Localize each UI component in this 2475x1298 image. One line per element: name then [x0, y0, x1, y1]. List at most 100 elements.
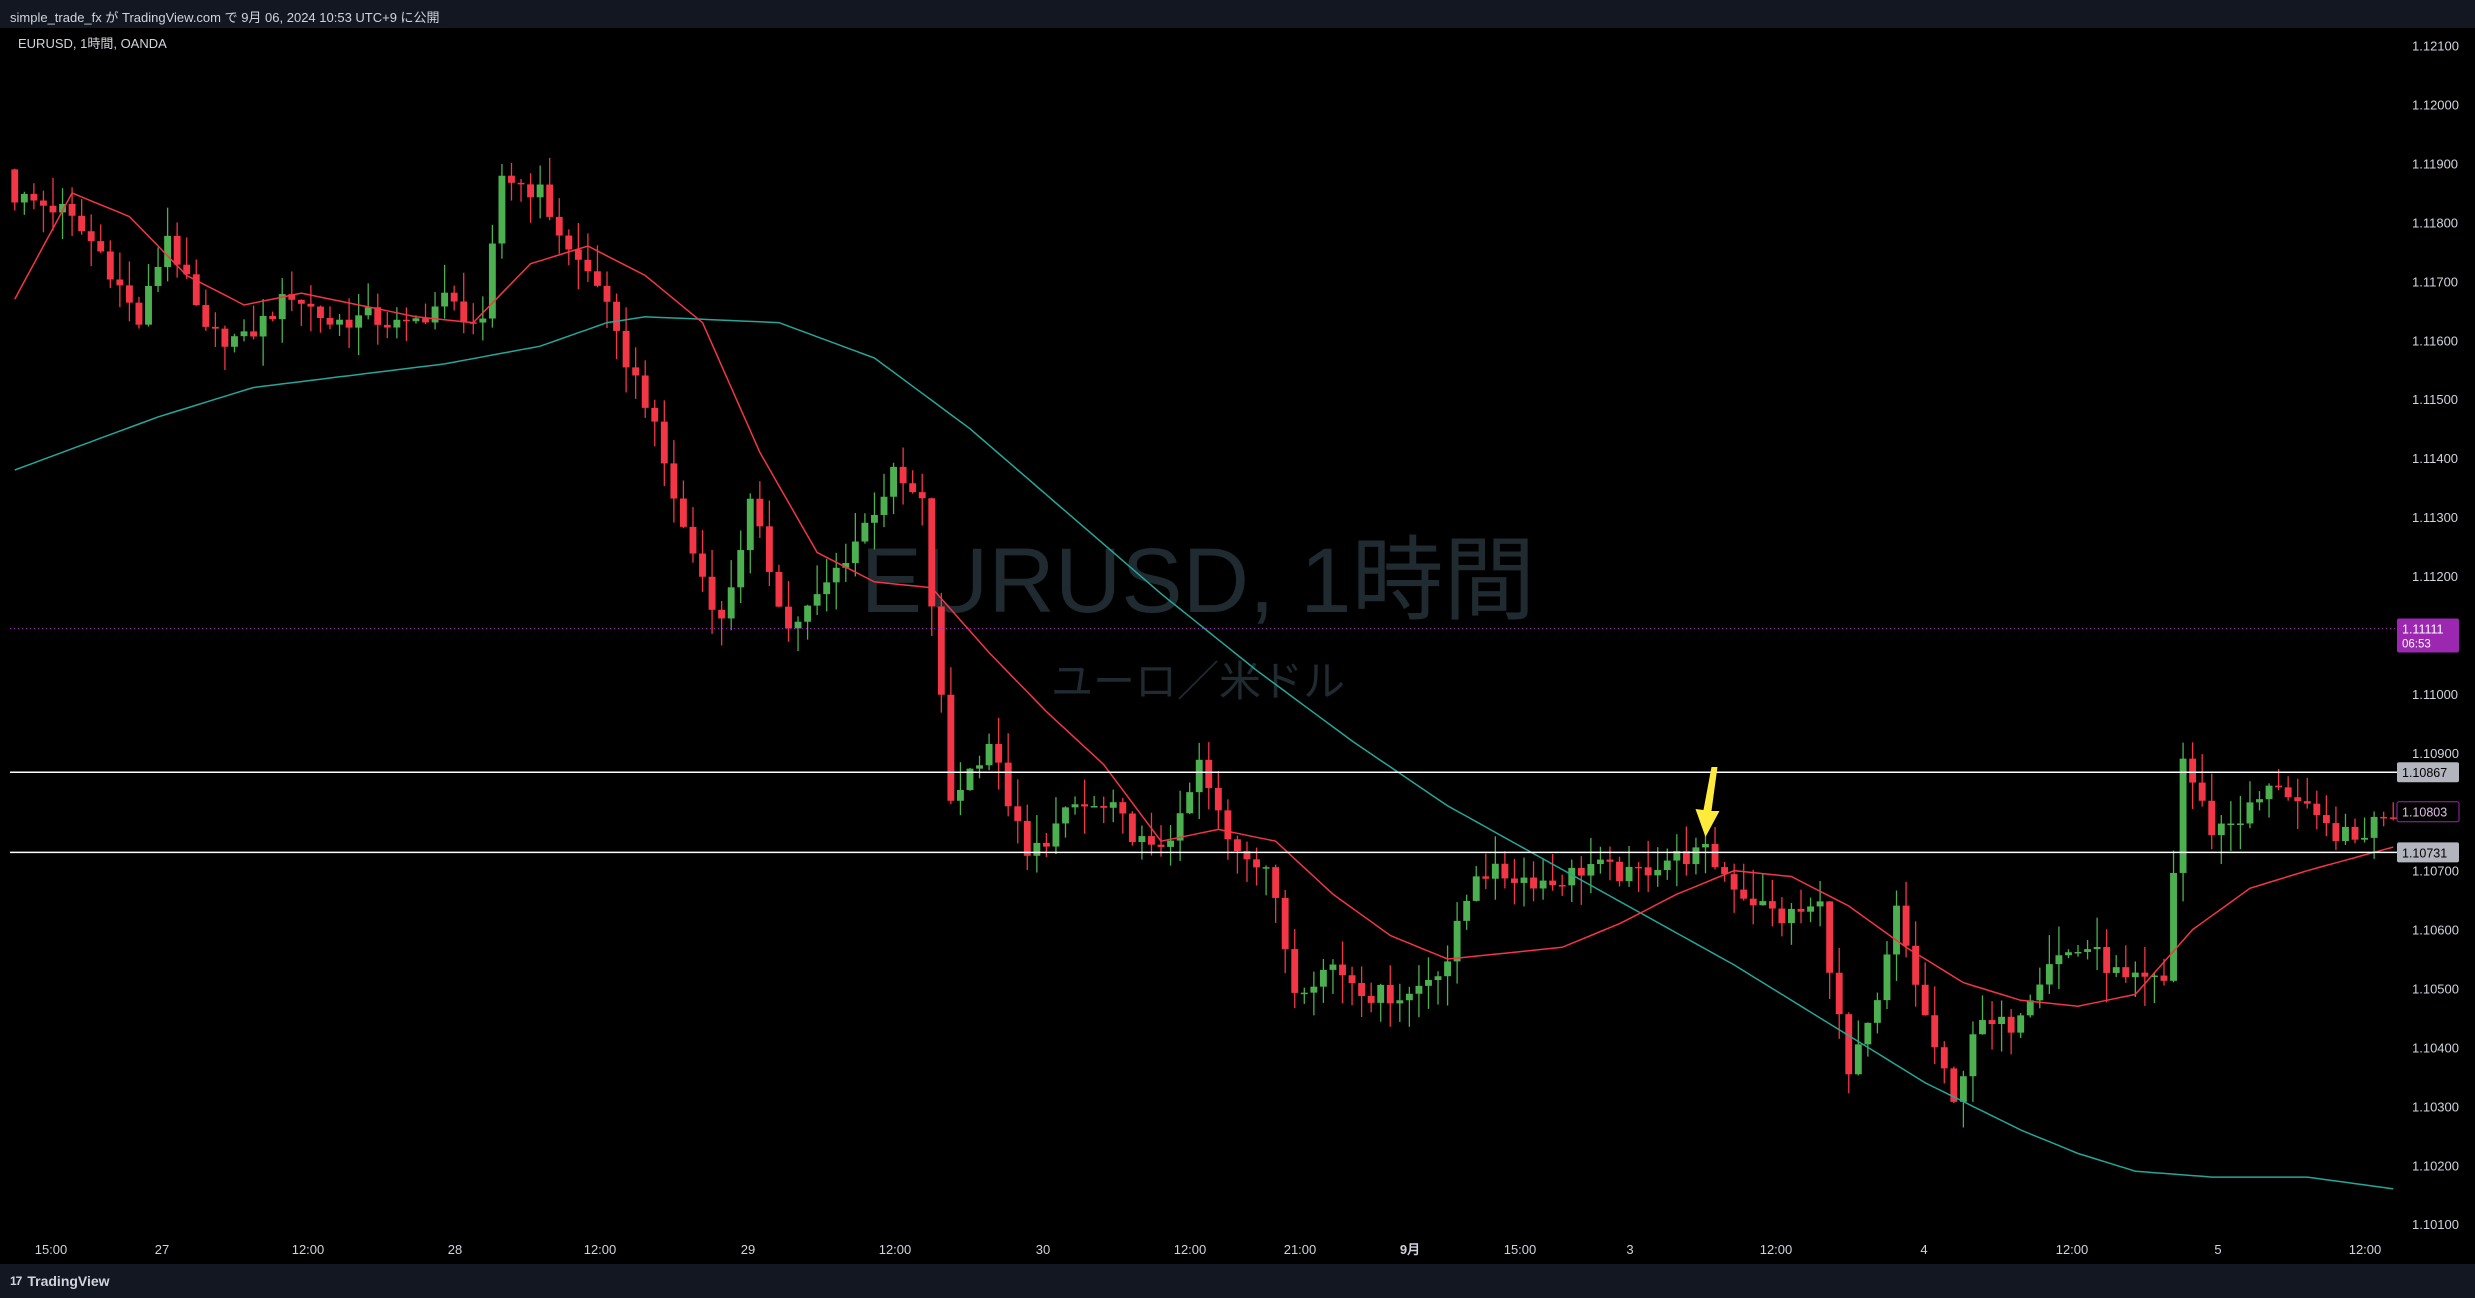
candle-body: [1530, 877, 1537, 889]
candle-body: [278, 294, 286, 320]
candle-body: [508, 175, 515, 183]
header-bar: simple_trade_fx が TradingView.com で 9月 0…: [0, 0, 2475, 28]
candle-body: [1692, 847, 1700, 865]
candle-body: [1396, 1000, 1404, 1004]
candle-body: [2084, 949, 2091, 952]
candle-body: [890, 466, 897, 497]
chart-background: [0, 28, 2475, 1264]
candle-body: [307, 303, 315, 307]
candle-body: [297, 299, 305, 304]
candle-body: [1339, 964, 1346, 976]
candle-body: [1272, 867, 1280, 898]
candle-body: [909, 483, 917, 493]
annotations: [1695, 766, 1720, 837]
x-tick-label: 29: [741, 1242, 755, 1257]
tradingview-logo-icon: 17: [10, 1274, 22, 1288]
y-tick-label: 1.11500: [2412, 392, 2458, 407]
candle-body: [1788, 908, 1795, 924]
candle-body: [603, 285, 611, 302]
candle-body: [1596, 859, 1604, 865]
candlestick-chart[interactable]: EURUSD, 1時間 ユーロ／米ドル EURUSD, 1時間, OANDA 1…: [0, 28, 2475, 1264]
ma-slow-line: [14, 315, 2394, 1190]
symbol-legend[interactable]: EURUSD, 1時間, OANDA: [18, 36, 167, 51]
y-tick-label: 1.10500: [2412, 982, 2459, 997]
candle-body: [1835, 972, 1843, 1015]
time-axis[interactable]: 15:00 27 12:00 28 12:00 29 12:00 30 12:00 21:00 9月…: [0, 1236, 2475, 1264]
candle-body: [2131, 972, 2139, 978]
candle-body: [1195, 759, 1203, 793]
price-axis[interactable]: 1.12100 1.12000 1.11900 1.11800 1.11700 1.116…: [2396, 28, 2475, 1264]
candle-body: [135, 302, 143, 325]
candle-body: [1749, 898, 1757, 906]
last-close-label: 1.10803: [2402, 806, 2447, 820]
candle-body: [804, 605, 812, 622]
y-tick-label: 1.11000: [2412, 687, 2458, 702]
y-tick-label: 1.11300: [2412, 510, 2458, 525]
candle-body: [2236, 823, 2244, 825]
candle-body: [460, 301, 468, 323]
y-tick-label: 1.12100: [2412, 39, 2459, 54]
candle-body: [1329, 964, 1337, 970]
candle-body: [1940, 1047, 1948, 1069]
tradingview-logo[interactable]: 17 TradingView: [10, 1273, 110, 1289]
candle-body: [1386, 984, 1394, 1004]
candle-body: [1214, 787, 1222, 811]
candle-body: [202, 305, 210, 327]
candle-body: [68, 204, 76, 216]
candle-body: [106, 251, 114, 280]
candle-body: [1128, 813, 1136, 843]
candle-body: [1797, 908, 1805, 912]
candle-body: [1711, 843, 1719, 868]
candle-body: [317, 306, 324, 318]
candle-body: [679, 498, 687, 527]
candle-body: [364, 307, 372, 316]
candle-body: [756, 498, 764, 527]
candle-body: [383, 324, 391, 328]
candle-body: [832, 567, 840, 583]
horizontal-lines[interactable]: [10, 627, 2398, 854]
candle-body: [1682, 851, 1690, 865]
watermark: EURUSD, 1時間 ユーロ／米ドル: [861, 530, 1536, 705]
candle-body: [1148, 836, 1155, 845]
candle-body: [536, 184, 544, 198]
candle-body: [2256, 799, 2263, 803]
candle-body: [145, 285, 152, 325]
candle-body: [947, 694, 955, 801]
candle-body: [269, 315, 277, 320]
candle-body: [1415, 985, 1423, 994]
x-tick-label: 28: [448, 1242, 462, 1257]
candle-body: [345, 319, 353, 328]
candle-body: [250, 331, 258, 337]
ma-fast-line: [14, 192, 2394, 1007]
candle-body: [689, 526, 697, 554]
candle-body: [842, 563, 850, 568]
candle-body: [2141, 972, 2149, 977]
candle-body: [708, 576, 716, 610]
candle-body: [1979, 1020, 1986, 1035]
x-tick-label: 12:00: [2349, 1242, 2382, 1257]
candle-body: [125, 285, 133, 303]
candle-body: [1482, 876, 1490, 879]
footer-bar: 17 TradingView: [0, 1264, 2475, 1298]
x-tick-label: 15:00: [1504, 1242, 1537, 1257]
candle-body: [2036, 984, 2044, 1001]
candle-body: [1902, 905, 1910, 946]
candle-body: [928, 498, 936, 607]
candle-body: [2322, 815, 2330, 824]
candle-body: [1654, 870, 1662, 876]
candle-body: [995, 744, 1003, 763]
candle-body: [2026, 1000, 2034, 1016]
candle-body: [412, 318, 420, 322]
candle-body: [660, 421, 668, 464]
candles: [11, 157, 2397, 1128]
y-tick-label: 1.10300: [2412, 1099, 2459, 1114]
candle-body: [1434, 976, 1442, 980]
candle-body: [2122, 967, 2130, 978]
candle-body: [2208, 800, 2216, 836]
candle-body: [1033, 842, 1041, 856]
candle-body: [1090, 806, 1098, 808]
x-tick-label: 12:00: [1760, 1242, 1793, 1257]
tradingview-logo-text: TradingView: [27, 1273, 110, 1289]
candle-body: [2313, 803, 2321, 816]
candle-body: [393, 319, 401, 328]
